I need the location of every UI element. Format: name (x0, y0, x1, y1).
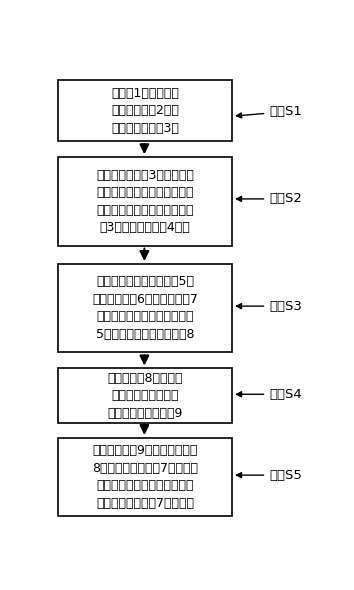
Text: 步骤S3: 步骤S3 (236, 300, 302, 313)
Text: 荧光会透过二向色分光镜5和
长波通滤光片6后成像于相机7
，而激发光会被二向色分光镜
5反射，入射到光电探测器8: 荧光会透过二向色分光镜5和 长波通滤光片6后成像于相机7 ，而激发光会被二向色分… (92, 276, 198, 341)
Text: 激发光从内窥镜3前端出射并
达到被观察组织，由被观察组
织反射的激发光和荧光由内窥
镜3收集，并在镜头4聚集: 激发光从内窥镜3前端出射并 达到被观察组织，由被观察组 织反射的激发光和荧光由内… (96, 169, 194, 234)
Text: 光电探测器8把激发光
信号转换成电压信号
输出到相机控制模块9: 光电探测器8把激发光 信号转换成电压信号 输出到相机控制模块9 (107, 372, 183, 419)
Text: 步骤S1: 步骤S1 (236, 105, 302, 118)
Bar (58, 80, 232, 141)
Bar (58, 264, 232, 352)
Text: 相机控制模块9根据光电探测器
8的输出电压和相机7的曝光参
数之间的关系，生成曝光控制
指令，并控制相机7进行曝光: 相机控制模块9根据光电探测器 8的输出电压和相机7的曝光参 数之间的关系，生成曝… (92, 444, 198, 510)
Bar (58, 438, 232, 516)
Bar (58, 368, 232, 423)
Bar (58, 157, 232, 245)
Text: 激光器1发出的激发
光通过导光束2传输
并耦合到内窥镜3中: 激光器1发出的激发 光通过导光束2传输 并耦合到内窥镜3中 (111, 87, 179, 135)
Text: 步骤S5: 步骤S5 (236, 468, 302, 481)
Text: 步骤S2: 步骤S2 (236, 192, 302, 205)
Text: 步骤S4: 步骤S4 (236, 388, 302, 401)
